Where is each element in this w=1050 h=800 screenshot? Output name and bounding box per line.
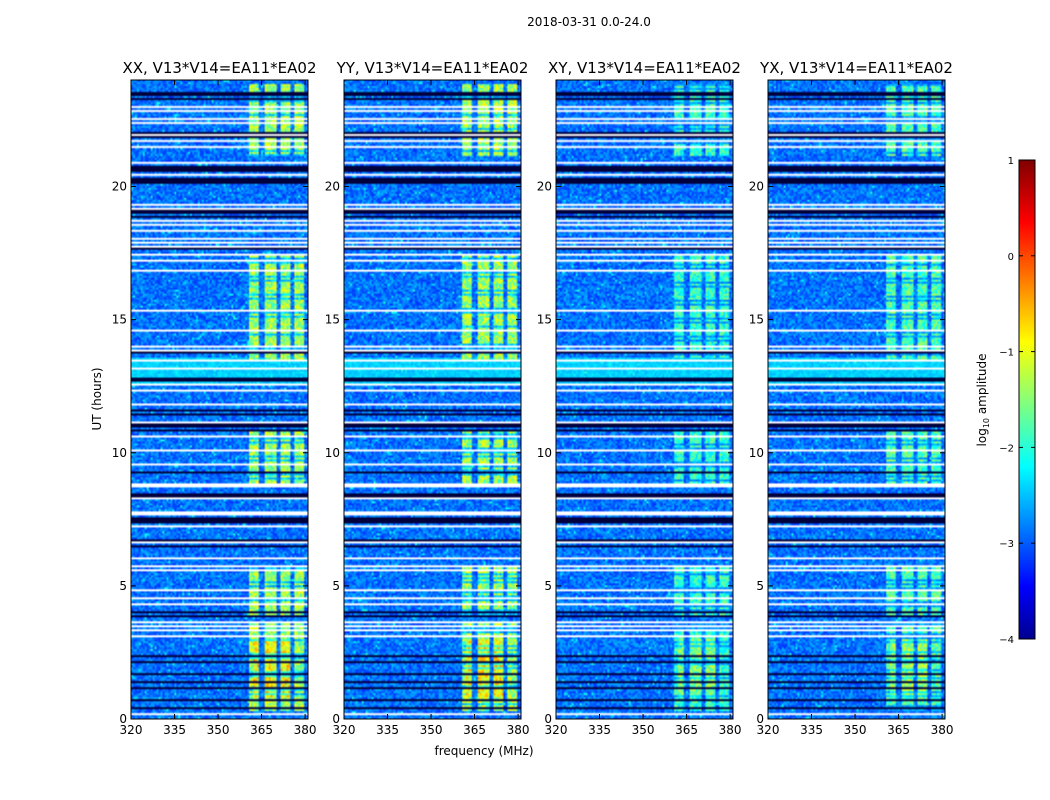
y-tick-label: 5 bbox=[756, 579, 764, 593]
spectrogram-image bbox=[344, 80, 521, 719]
panel: YX, V13*V14=EA11*EA02 320 335 350 365 380 0 5 10… bbox=[749, 59, 954, 737]
y-tick-label: 10 bbox=[749, 446, 764, 460]
spectrogram-image bbox=[768, 80, 945, 719]
x-tick-label: 320 bbox=[333, 723, 356, 737]
x-tick-label: 380 bbox=[294, 723, 317, 737]
x-tick-label: 380 bbox=[507, 723, 530, 737]
x-tick-label: 350 bbox=[207, 723, 230, 737]
panel: XY, V13*V14=EA11*EA02 320 335 350 365 380 0 5 10… bbox=[537, 59, 742, 737]
y-axis-label: UT (hours) bbox=[90, 367, 104, 430]
axes-frame bbox=[555, 79, 734, 720]
x-tick-label: 320 bbox=[120, 723, 143, 737]
panels-group: XX, V13*V14=EA11*EA02 320 335 350 365 380 0 5 10… bbox=[112, 59, 954, 737]
y-tick-label: 20 bbox=[325, 180, 340, 194]
colorbar-tick-label: 0 bbox=[1008, 252, 1014, 263]
x-tick-label: 320 bbox=[545, 723, 568, 737]
panel-title: YX, V13*V14=EA11*EA02 bbox=[759, 59, 953, 77]
colorbar-tick-label: −3 bbox=[999, 539, 1014, 550]
y-tick-label: 20 bbox=[749, 180, 764, 194]
panel: XX, V13*V14=EA11*EA02 320 335 350 365 380 0 5 10… bbox=[112, 59, 317, 737]
figure-title: 2018-03-31 0.0-24.0 bbox=[527, 15, 651, 29]
spectrogram-image bbox=[556, 80, 733, 719]
colorbar-tick-label: −1 bbox=[999, 348, 1014, 359]
colorbar-tick-label: −4 bbox=[999, 635, 1014, 646]
y-tick-label: 15 bbox=[325, 313, 340, 327]
y-tick-label: 0 bbox=[756, 712, 764, 726]
panel-title: XY, V13*V14=EA11*EA02 bbox=[548, 59, 741, 77]
axes-frame bbox=[130, 79, 309, 720]
y-tick-label: 10 bbox=[325, 446, 340, 460]
x-tick-label: 320 bbox=[757, 723, 780, 737]
panel: YY, V13*V14=EA11*EA02 320 335 350 365 380 0 5 10… bbox=[325, 59, 530, 737]
x-tick-label: 365 bbox=[887, 723, 910, 737]
x-tick-label: 350 bbox=[420, 723, 443, 737]
x-tick-label: 335 bbox=[588, 723, 611, 737]
y-tick-label: 5 bbox=[544, 579, 552, 593]
x-tick-label: 350 bbox=[632, 723, 655, 737]
y-tick-label: 20 bbox=[537, 180, 552, 194]
x-tick-label: 365 bbox=[463, 723, 486, 737]
panel-title: XX, V13*V14=EA11*EA02 bbox=[122, 59, 316, 77]
x-tick-label: 365 bbox=[675, 723, 698, 737]
colorbar-ticks: 1 0 −1 −2 −3 −4 bbox=[999, 156, 1035, 646]
spectrogram-image bbox=[131, 80, 308, 719]
axes-frame bbox=[767, 79, 946, 720]
colorbar-tick-label: −2 bbox=[999, 443, 1014, 454]
x-tick-label: 335 bbox=[800, 723, 823, 737]
x-tick-label: 335 bbox=[376, 723, 399, 737]
y-tick-label: 15 bbox=[112, 313, 127, 327]
x-tick-label: 380 bbox=[719, 723, 742, 737]
y-tick-label: 10 bbox=[112, 446, 127, 460]
axes-frame bbox=[343, 79, 522, 720]
y-tick-label: 15 bbox=[749, 313, 764, 327]
x-tick-label: 380 bbox=[931, 723, 954, 737]
y-tick-label: 15 bbox=[537, 313, 552, 327]
colorbar-label: log10 amplitude bbox=[975, 354, 991, 447]
y-tick-label: 5 bbox=[119, 579, 127, 593]
x-tick-label: 335 bbox=[163, 723, 186, 737]
colorbar-tick-label: 1 bbox=[1008, 156, 1014, 167]
panel-title: YY, V13*V14=EA11*EA02 bbox=[336, 59, 529, 77]
x-tick-label: 365 bbox=[250, 723, 273, 737]
y-tick-label: 20 bbox=[112, 180, 127, 194]
y-tick-label: 10 bbox=[537, 446, 552, 460]
x-tick-label: 350 bbox=[844, 723, 867, 737]
x-axis-label: frequency (MHz) bbox=[434, 744, 533, 758]
y-tick-label: 0 bbox=[544, 712, 552, 726]
y-tick-label: 0 bbox=[332, 712, 340, 726]
y-tick-label: 0 bbox=[119, 712, 127, 726]
colorbar-gradient bbox=[1018, 159, 1036, 640]
colorbar: 1 0 −1 −2 −3 −4 log10 amplitude bbox=[975, 156, 1036, 646]
y-tick-label: 5 bbox=[332, 579, 340, 593]
